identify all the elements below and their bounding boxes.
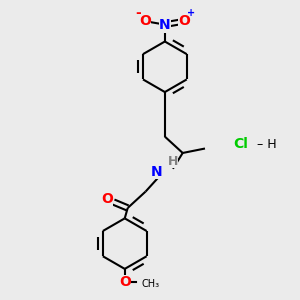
Text: O: O [101,192,113,206]
Text: O: O [140,14,152,28]
Text: N: N [159,18,171,32]
Text: +: + [187,8,195,18]
Text: O: O [178,14,190,28]
Text: H: H [168,155,178,168]
Text: – H: – H [253,138,276,151]
Text: -: - [135,6,141,20]
Text: CH₃: CH₃ [141,279,159,289]
Text: O: O [119,275,131,289]
Text: Cl: Cl [233,137,248,151]
Text: N: N [150,165,162,179]
